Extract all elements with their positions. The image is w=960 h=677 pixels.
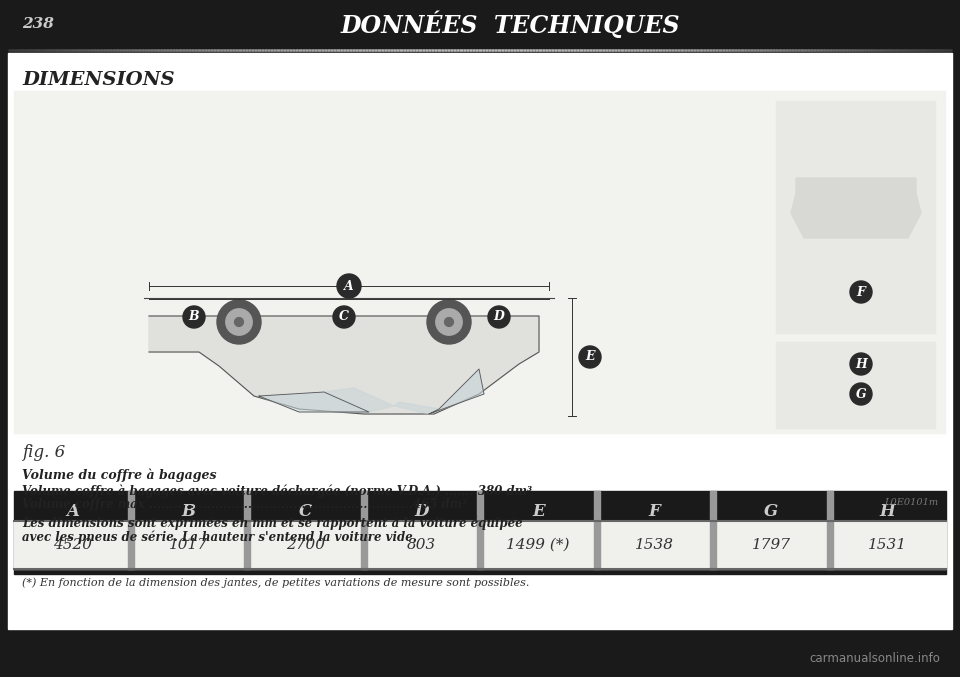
Text: DONNÉES  TECHNIQUES: DONNÉES TECHNIQUES — [340, 10, 680, 38]
Bar — [827, 491, 832, 569]
Bar — [0, 0, 960, 48]
Text: 4520: 4520 — [53, 538, 92, 552]
Circle shape — [226, 309, 252, 335]
Text: 1499 (*): 1499 (*) — [507, 538, 570, 552]
Bar — [593, 491, 599, 569]
Text: L0E0101m: L0E0101m — [884, 498, 938, 507]
Text: A: A — [66, 502, 79, 519]
Text: Les dimensions sont exprimées en mm et se rapportent à la voiture équipée: Les dimensions sont exprimées en mm et s… — [22, 516, 522, 529]
Text: Volume du coffre à bagages: Volume du coffre à bagages — [22, 468, 217, 481]
Circle shape — [183, 306, 205, 328]
Text: Volume coffre à bagages avec voiture déchargée (norme V.D.A.) ....... 380 dm³: Volume coffre à bagages avec voiture déc… — [22, 484, 532, 498]
Bar — [14, 91, 946, 434]
Text: fig. 6: fig. 6 — [22, 444, 65, 461]
Text: C: C — [339, 311, 349, 324]
Text: DIMENSIONS: DIMENSIONS — [22, 71, 175, 89]
Text: D: D — [493, 311, 504, 324]
Bar — [776, 342, 936, 429]
Text: 1538: 1538 — [636, 538, 674, 552]
Text: avec les pneus de série. La hauteur s'entend la voiture vide.: avec les pneus de série. La hauteur s'en… — [22, 530, 417, 544]
Polygon shape — [791, 178, 921, 238]
Circle shape — [333, 306, 355, 328]
Text: B: B — [181, 502, 196, 519]
Bar — [8, 53, 952, 629]
Bar — [776, 101, 936, 334]
Bar — [14, 491, 946, 574]
Text: C: C — [299, 502, 312, 519]
Text: B: B — [189, 311, 200, 324]
Polygon shape — [394, 402, 439, 414]
Text: D: D — [415, 502, 429, 519]
Polygon shape — [324, 388, 394, 412]
Text: 1531: 1531 — [868, 538, 907, 552]
Bar — [477, 491, 483, 569]
Polygon shape — [149, 316, 539, 414]
Text: 803: 803 — [407, 538, 437, 552]
Circle shape — [217, 300, 261, 344]
Bar — [361, 491, 367, 569]
Text: 1017: 1017 — [169, 538, 208, 552]
Text: 238: 238 — [22, 17, 54, 31]
Text: F: F — [649, 502, 660, 519]
Bar — [710, 491, 716, 569]
Circle shape — [436, 309, 462, 335]
Circle shape — [444, 318, 453, 326]
Circle shape — [850, 281, 872, 303]
Text: G: G — [764, 502, 779, 519]
Circle shape — [234, 318, 244, 326]
Text: 2700: 2700 — [286, 538, 324, 552]
Bar — [128, 491, 133, 569]
Polygon shape — [259, 392, 369, 412]
Circle shape — [850, 353, 872, 375]
Text: E: E — [586, 351, 595, 364]
Text: E: E — [532, 502, 544, 519]
Text: F: F — [856, 286, 865, 299]
Circle shape — [579, 346, 601, 368]
Text: 1797: 1797 — [752, 538, 791, 552]
Circle shape — [427, 300, 471, 344]
Text: A: A — [344, 280, 354, 292]
Circle shape — [488, 306, 510, 328]
Bar — [244, 491, 250, 569]
Text: Volume coffre max ..............................................................: Volume coffre max ......................… — [22, 498, 468, 511]
Circle shape — [337, 274, 361, 298]
Circle shape — [850, 383, 872, 405]
Polygon shape — [429, 369, 484, 414]
Text: (*) En fonction de la dimension des jantes, de petites variations de mesure sont: (*) En fonction de la dimension des jant… — [22, 577, 529, 588]
Text: carmanualsonline.info: carmanualsonline.info — [809, 652, 940, 665]
Bar — [14, 521, 946, 569]
Text: H: H — [855, 357, 867, 370]
Text: G: G — [855, 387, 866, 401]
Text: H: H — [880, 502, 896, 519]
